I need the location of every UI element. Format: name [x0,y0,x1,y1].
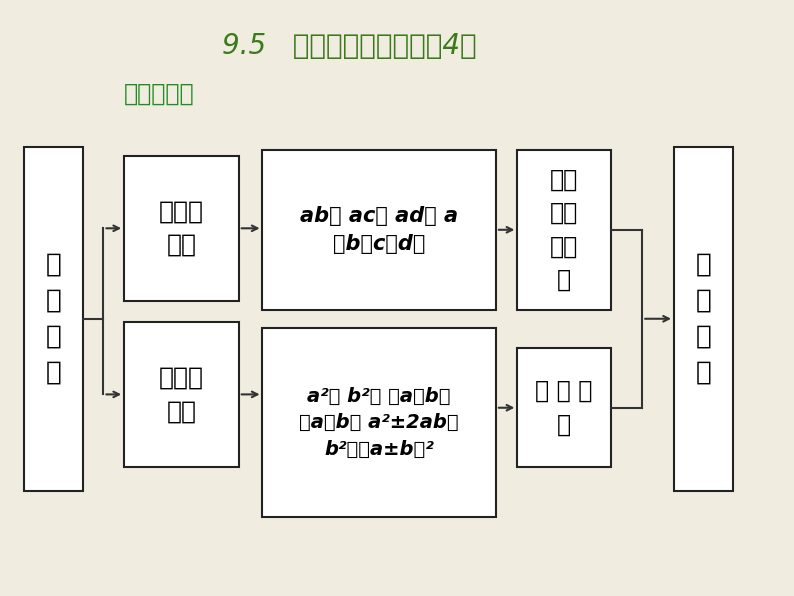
Text: 整
式
乘
法: 整 式 乘 法 [696,252,711,386]
Bar [124,156,239,301]
Text: 9.5   多项式的因式分解（4）: 9.5 多项式的因式分解（4） [222,32,477,60]
Text: 运用公
式法: 运用公 式法 [159,366,204,423]
Text: a²－ b²＝ （a＋b）
（a－b） a²±2ab＋
b²＝（a±b）²: a²－ b²＝ （a＋b） （a－b） a²±2ab＋ b²＝（a±b）² [299,387,459,458]
Bar [124,322,239,467]
Bar [24,147,83,491]
Text: 单项
式乘
多项
式: 单项 式乘 多项 式 [549,167,578,292]
Text: 提公因
式法: 提公因 式法 [159,200,204,257]
Bar [517,150,611,310]
Text: 【情境一】: 【情境一】 [124,81,195,105]
Bar [674,147,734,491]
Text: ab＋ ac＋ ad＝ a
（b＋c＋d）: ab＋ ac＋ ad＝ a （b＋c＋d） [300,206,458,254]
Text: 乘 法 公
式: 乘 法 公 式 [535,379,592,436]
Bar [263,328,496,517]
Bar [263,150,496,310]
Bar [517,349,611,467]
Text: 因
式
分
解: 因 式 分 解 [45,252,61,386]
